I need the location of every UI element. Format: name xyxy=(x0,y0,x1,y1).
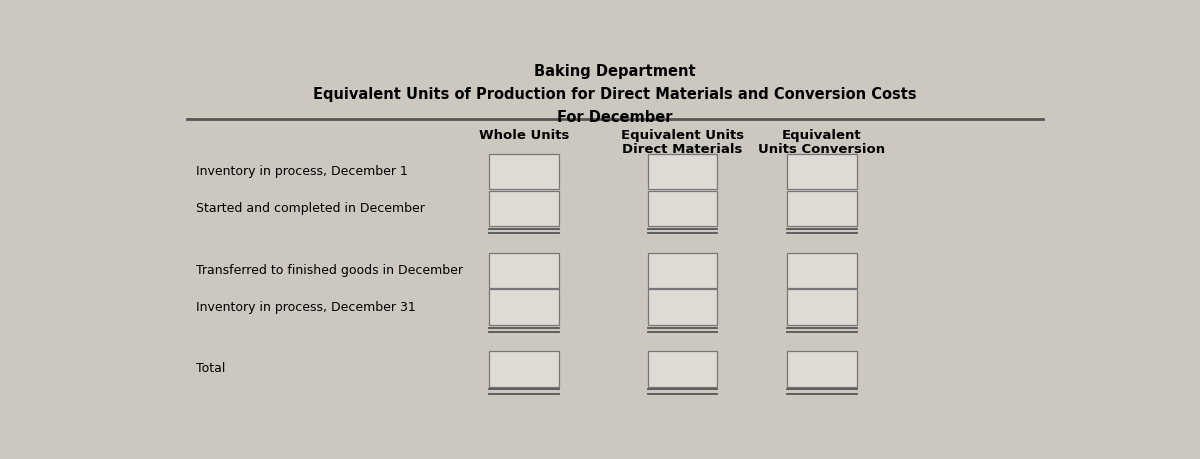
Text: Started and completed in December: Started and completed in December xyxy=(197,202,425,215)
Text: Equivalent Units: Equivalent Units xyxy=(620,129,744,142)
Text: Inventory in process, December 31: Inventory in process, December 31 xyxy=(197,301,416,313)
FancyBboxPatch shape xyxy=(787,290,857,325)
FancyBboxPatch shape xyxy=(787,154,857,190)
FancyBboxPatch shape xyxy=(648,252,718,288)
Text: For December: For December xyxy=(557,110,673,125)
Text: Transferred to finished goods in December: Transferred to finished goods in Decembe… xyxy=(197,264,463,277)
Text: Baking Department: Baking Department xyxy=(534,64,696,79)
FancyBboxPatch shape xyxy=(490,351,559,386)
Text: Equivalent Units of Production for Direct Materials and Conversion Costs: Equivalent Units of Production for Direc… xyxy=(313,87,917,102)
Text: Direct Materials: Direct Materials xyxy=(623,143,743,157)
Text: Equivalent: Equivalent xyxy=(782,129,862,142)
Text: Inventory in process, December 1: Inventory in process, December 1 xyxy=(197,165,408,178)
FancyBboxPatch shape xyxy=(490,252,559,288)
FancyBboxPatch shape xyxy=(787,191,857,226)
Text: Whole Units: Whole Units xyxy=(479,129,570,142)
FancyBboxPatch shape xyxy=(648,154,718,190)
FancyBboxPatch shape xyxy=(648,290,718,325)
FancyBboxPatch shape xyxy=(490,154,559,190)
FancyBboxPatch shape xyxy=(648,191,718,226)
FancyBboxPatch shape xyxy=(648,351,718,386)
Text: Total: Total xyxy=(197,363,226,375)
Text: Units Conversion: Units Conversion xyxy=(758,143,886,157)
FancyBboxPatch shape xyxy=(490,290,559,325)
FancyBboxPatch shape xyxy=(490,191,559,226)
FancyBboxPatch shape xyxy=(787,351,857,386)
FancyBboxPatch shape xyxy=(787,252,857,288)
